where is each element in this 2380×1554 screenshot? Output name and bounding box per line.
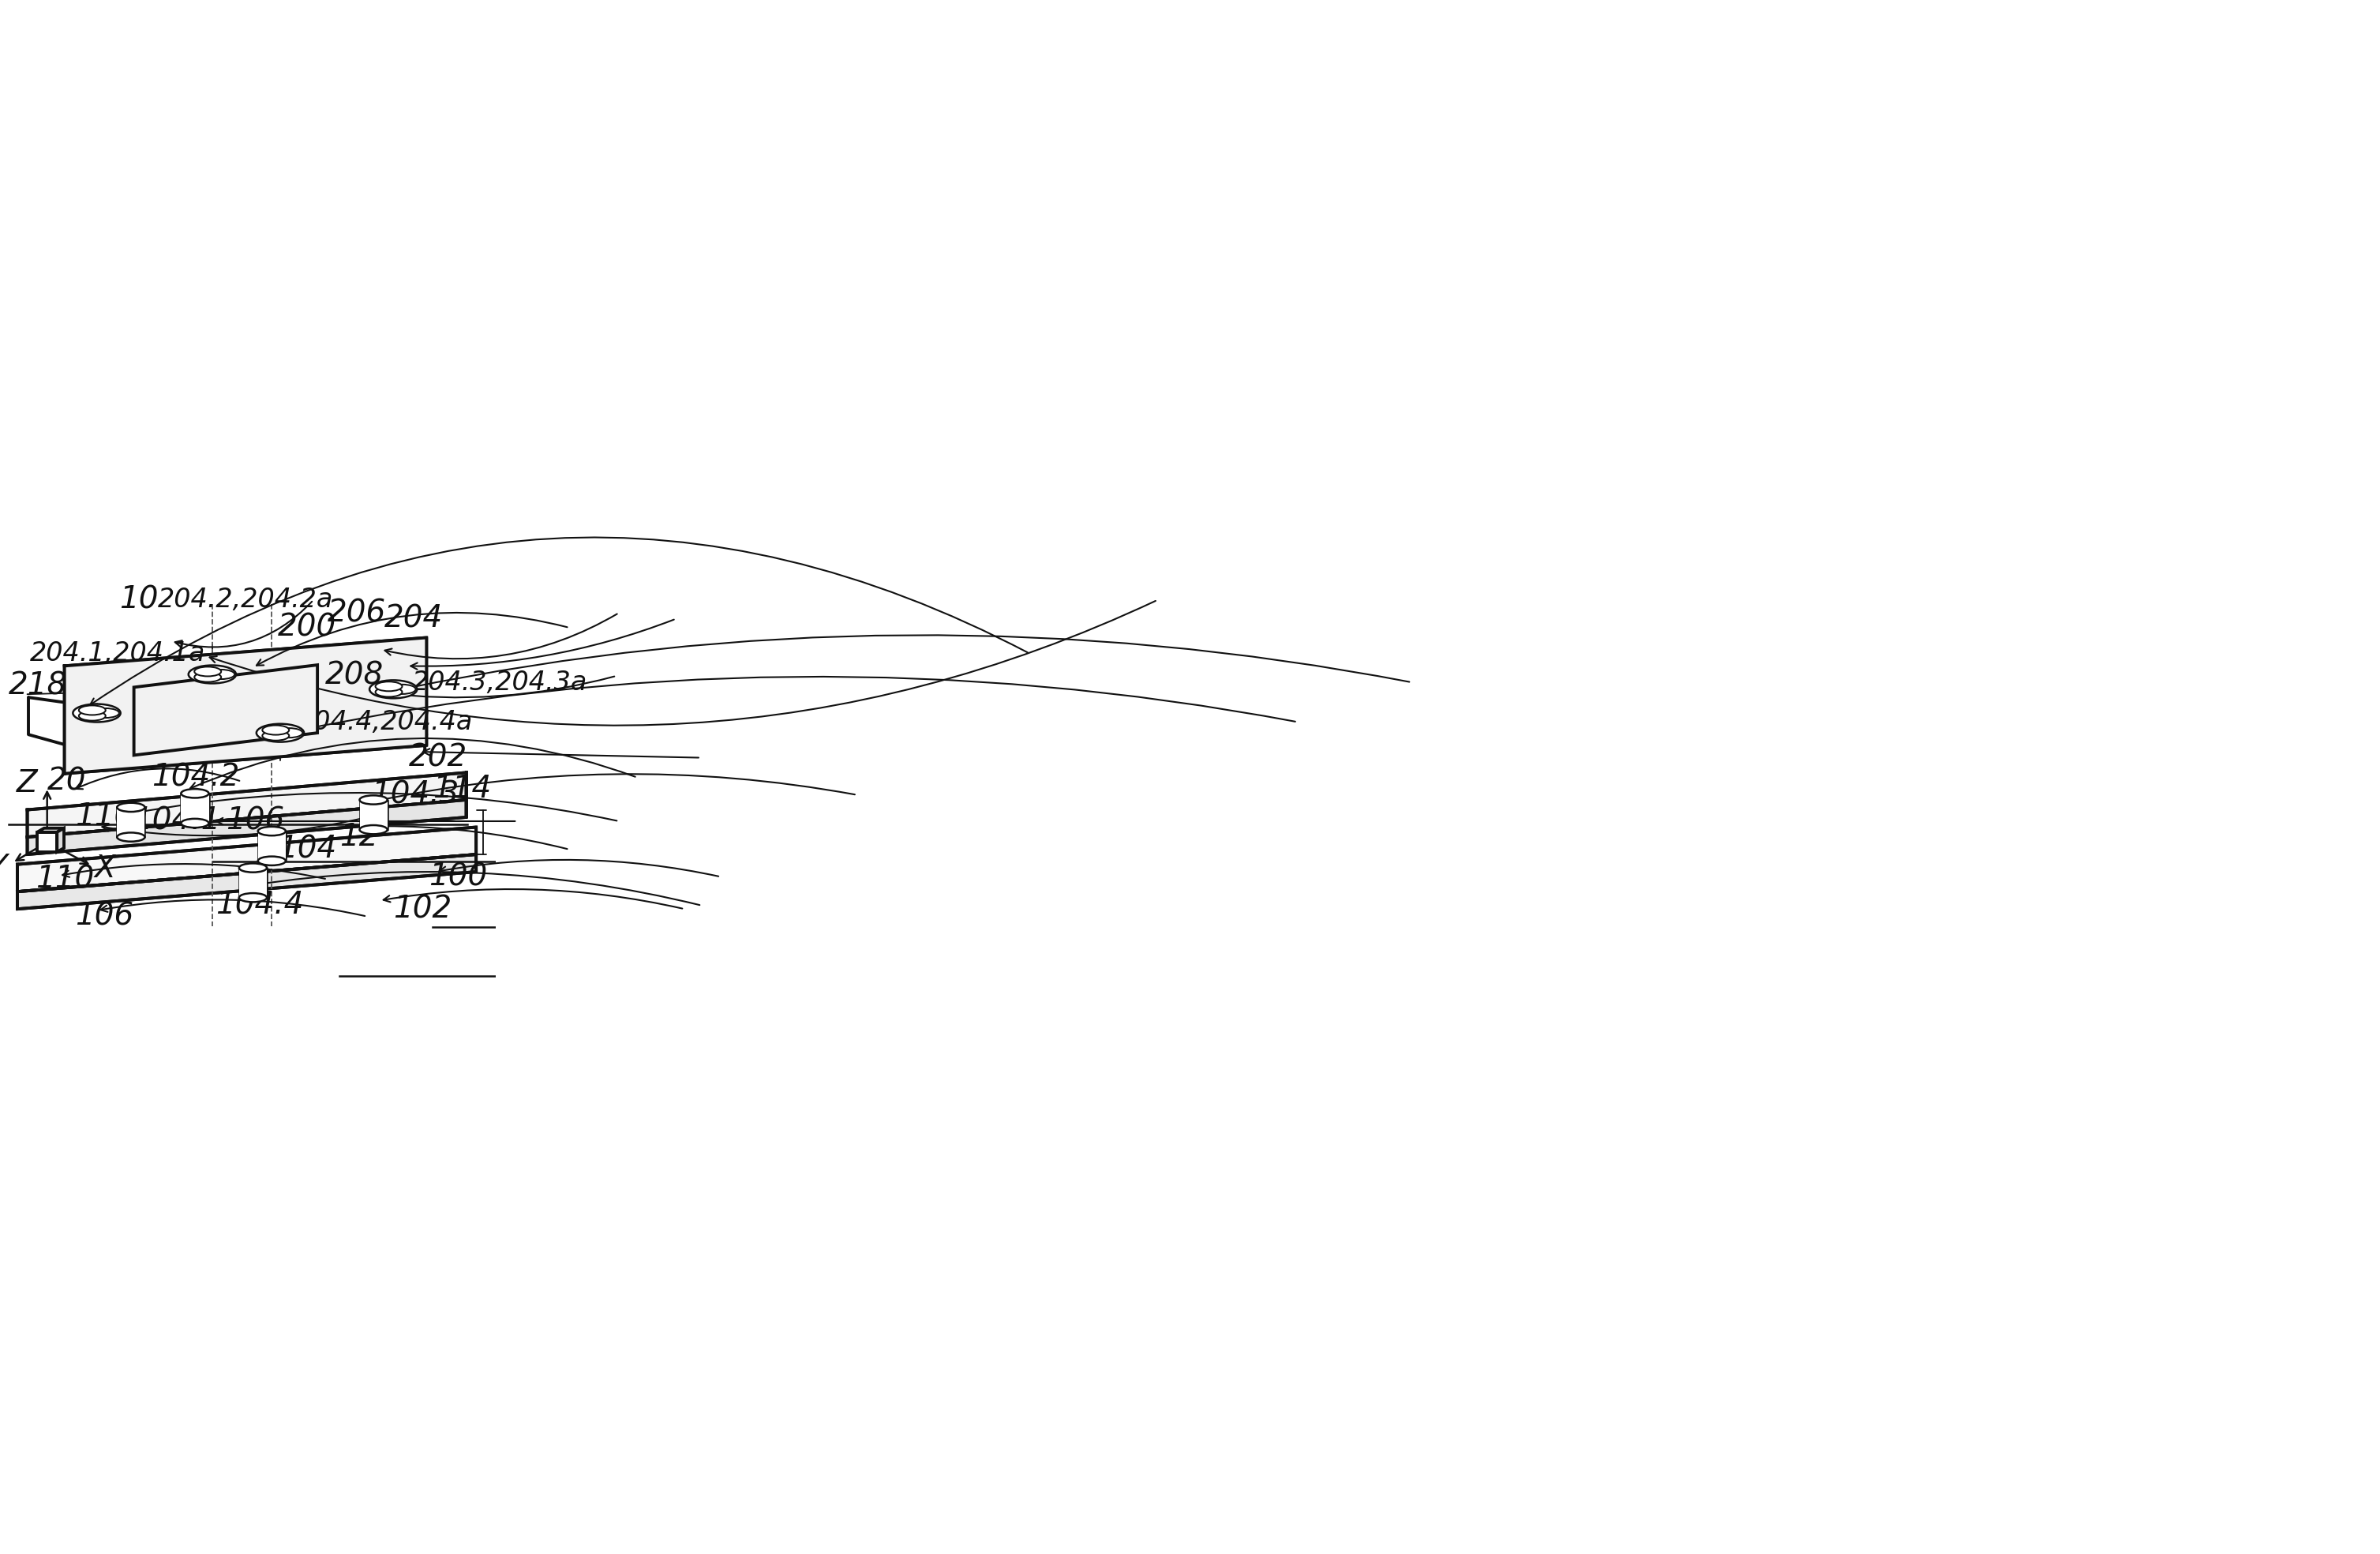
Ellipse shape: [188, 665, 236, 684]
Text: 10: 10: [119, 584, 157, 615]
Text: 102: 102: [393, 894, 452, 925]
Text: 110: 110: [36, 864, 95, 894]
Polygon shape: [133, 665, 317, 755]
Polygon shape: [26, 772, 466, 838]
Ellipse shape: [238, 894, 267, 901]
Ellipse shape: [93, 709, 119, 718]
Polygon shape: [64, 637, 426, 774]
Ellipse shape: [276, 729, 302, 738]
Ellipse shape: [74, 704, 121, 723]
Ellipse shape: [376, 687, 402, 696]
Text: Y: Y: [0, 853, 7, 883]
Polygon shape: [257, 831, 286, 861]
Ellipse shape: [257, 724, 305, 741]
Text: 110: 110: [76, 802, 133, 833]
Ellipse shape: [271, 729, 288, 737]
Ellipse shape: [79, 712, 105, 721]
Ellipse shape: [238, 864, 267, 872]
Text: 20: 20: [48, 766, 86, 797]
Polygon shape: [17, 827, 476, 892]
Text: 106: 106: [76, 901, 133, 931]
Text: 218: 218: [10, 671, 67, 701]
Polygon shape: [57, 828, 64, 852]
Ellipse shape: [359, 825, 388, 834]
Ellipse shape: [202, 671, 221, 678]
Polygon shape: [181, 794, 209, 824]
Text: 202: 202: [409, 743, 469, 772]
Ellipse shape: [257, 827, 286, 836]
Text: Z: Z: [17, 769, 38, 799]
Ellipse shape: [262, 730, 288, 741]
Text: 106: 106: [226, 807, 283, 836]
Ellipse shape: [359, 796, 388, 805]
Polygon shape: [38, 828, 64, 831]
Text: 114: 114: [433, 774, 490, 803]
Text: 206: 206: [328, 598, 386, 628]
Ellipse shape: [88, 710, 105, 716]
Ellipse shape: [117, 803, 145, 811]
Ellipse shape: [376, 682, 402, 692]
Text: 204.4,204.4a: 204.4,204.4a: [298, 709, 474, 735]
Polygon shape: [238, 867, 267, 898]
Ellipse shape: [388, 684, 416, 695]
Ellipse shape: [195, 667, 221, 676]
Polygon shape: [17, 855, 476, 909]
Text: 204: 204: [383, 605, 443, 634]
Text: X: X: [95, 853, 117, 884]
Text: 204.1,204.1a: 204.1,204.1a: [31, 640, 205, 667]
Ellipse shape: [79, 706, 105, 715]
Text: 204.2,204.2a: 204.2,204.2a: [157, 587, 333, 612]
Text: 104.3: 104.3: [371, 780, 459, 810]
Ellipse shape: [181, 819, 209, 828]
Text: 204.3,204.3a: 204.3,204.3a: [412, 670, 588, 695]
Polygon shape: [38, 831, 57, 852]
Ellipse shape: [383, 685, 402, 693]
Ellipse shape: [262, 726, 288, 735]
Text: 12: 12: [340, 822, 378, 852]
Text: 21: 21: [214, 709, 252, 738]
Ellipse shape: [181, 789, 209, 797]
Text: 104: 104: [278, 834, 336, 864]
Ellipse shape: [257, 856, 286, 866]
Text: 208: 208: [324, 660, 383, 692]
Ellipse shape: [195, 673, 221, 682]
Polygon shape: [26, 800, 466, 855]
Text: 104.2: 104.2: [152, 763, 238, 793]
Text: 200: 200: [278, 612, 336, 643]
Text: 104.1: 104.1: [133, 807, 221, 836]
Polygon shape: [117, 808, 145, 838]
Ellipse shape: [117, 833, 145, 842]
Text: 104.4: 104.4: [217, 890, 305, 920]
Ellipse shape: [369, 681, 416, 698]
Polygon shape: [359, 800, 388, 830]
Ellipse shape: [207, 670, 236, 679]
Text: 100: 100: [428, 862, 488, 892]
